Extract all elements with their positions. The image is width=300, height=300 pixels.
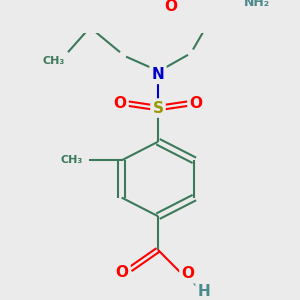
Text: CH₃: CH₃ bbox=[43, 56, 65, 66]
Text: O: O bbox=[164, 0, 178, 14]
Text: O: O bbox=[190, 96, 202, 111]
Text: S: S bbox=[152, 100, 164, 116]
Text: O: O bbox=[113, 96, 127, 111]
Text: O: O bbox=[116, 266, 128, 280]
Text: CH₃: CH₃ bbox=[61, 155, 83, 165]
Text: NH₂: NH₂ bbox=[244, 0, 270, 9]
Text: H: H bbox=[198, 284, 210, 299]
Text: O: O bbox=[182, 266, 194, 281]
Text: N: N bbox=[152, 67, 164, 82]
